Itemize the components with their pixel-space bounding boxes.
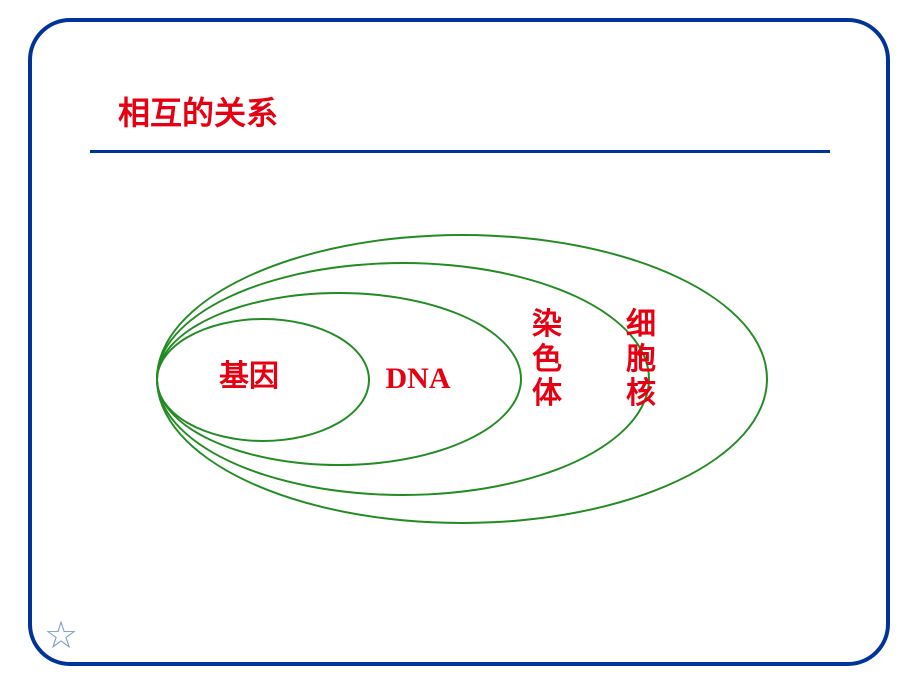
- slide-title: 相互的关系: [118, 88, 278, 134]
- label-gene: 基因: [214, 360, 284, 395]
- label-nucleus: 细 胞 核: [624, 308, 658, 412]
- label-chromosome: 染 色 体: [530, 308, 564, 412]
- title-underline: [90, 150, 830, 153]
- label-dna: DNA: [378, 362, 458, 397]
- star-icon: ☆: [44, 613, 78, 658]
